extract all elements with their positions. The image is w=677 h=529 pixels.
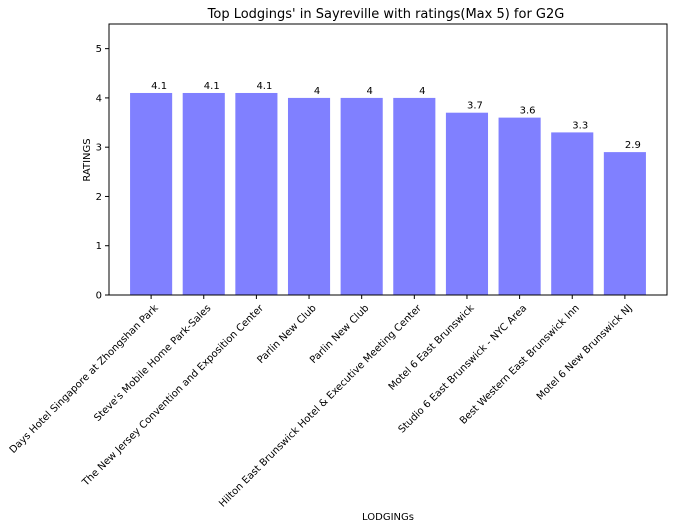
plot-frame [108, 23, 668, 296]
data-label: 4.1 [204, 81, 220, 92]
bar [498, 117, 541, 296]
data-label: 4 [366, 86, 372, 97]
x-tick-label: Best Western East Brunswick Inn [458, 303, 582, 427]
x-tick-label: The New Jersey Convention and Exposition… [80, 302, 267, 489]
x-tick-label: Motel 6 New Brunswick NJ [535, 303, 635, 403]
bar [603, 152, 646, 295]
y-tick-label: 2 [96, 192, 102, 203]
y-tick-label: 4 [96, 93, 102, 104]
bar [393, 97, 436, 295]
data-label: 4 [314, 86, 320, 97]
x-axis-label: LODGINGs [362, 512, 414, 523]
data-label: 2.9 [625, 140, 641, 151]
bar [445, 112, 489, 295]
y-tick-label: 5 [96, 44, 102, 55]
bar [182, 92, 225, 295]
data-label: 3.7 [467, 101, 483, 112]
chart-title: Top Lodgings' in Sayreville with ratings… [207, 7, 565, 22]
data-label: 4.1 [256, 81, 272, 92]
bar [287, 97, 331, 295]
x-tick-label: Steve's Mobile Home Park-Sales [92, 303, 213, 424]
bar [340, 97, 383, 295]
bar [551, 132, 594, 295]
y-tick-label: 3 [96, 143, 102, 154]
x-tick-label: Motel 6 East Brunswick [387, 303, 477, 393]
bar [130, 92, 173, 295]
data-label: 4 [419, 86, 425, 97]
y-tick-label: 0 [96, 291, 102, 302]
x-tick-label: Hilton East Brunswick Hotel & Executive … [217, 302, 424, 509]
data-label: 4.1 [151, 81, 167, 92]
bar [235, 92, 278, 295]
data-label: 3.3 [572, 120, 588, 131]
y-axis-label: RATINGS [82, 138, 93, 181]
data-label: 3.6 [520, 106, 536, 117]
y-tick-label: 1 [96, 241, 102, 252]
